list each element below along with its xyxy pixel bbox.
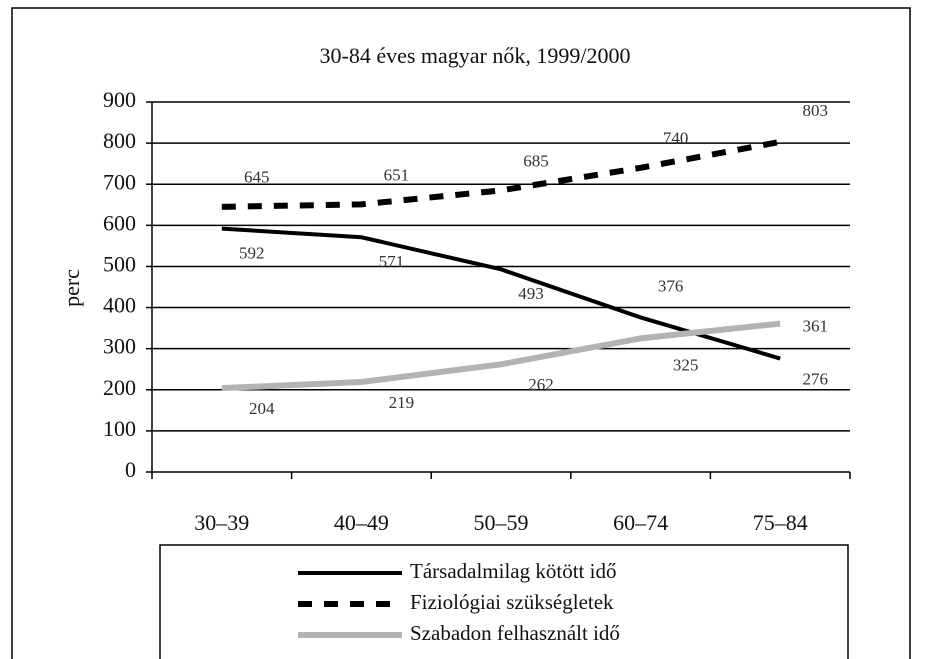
y-tick-label: 500	[103, 251, 136, 276]
x-tick-label: 75–84	[753, 510, 808, 535]
y-tick-label: 700	[103, 169, 136, 194]
x-tick-label: 30–39	[194, 510, 249, 535]
data-label: 376	[658, 276, 684, 295]
data-label: 571	[379, 252, 405, 271]
x-tick-label: 40–49	[334, 510, 389, 535]
y-tick-label: 900	[103, 87, 136, 112]
legend-box	[159, 544, 849, 659]
data-label: 645	[244, 168, 270, 187]
legend-label: Társadalmilag kötött idő	[410, 559, 616, 583]
data-label: 685	[523, 151, 549, 170]
data-label: 325	[673, 355, 699, 374]
legend-label: Fiziológiai szükségletek	[410, 590, 614, 614]
frame	[11, 7, 911, 659]
data-label: 493	[518, 284, 544, 303]
y-tick-label: 100	[103, 416, 136, 441]
data-label: 803	[802, 101, 828, 120]
y-tick-label: 600	[103, 210, 136, 235]
y-tick-label: 400	[103, 293, 136, 318]
data-label: 361	[802, 316, 828, 335]
data-label: 219	[389, 393, 415, 412]
x-tick-label: 60–74	[613, 510, 668, 535]
data-label: 740	[663, 129, 689, 148]
data-label: 276	[802, 369, 828, 388]
y-tick-label: 0	[125, 457, 136, 482]
y-tick-label: 800	[103, 128, 136, 153]
legend-label: Szabadon felhasznált idő	[410, 621, 620, 645]
y-axis-label: perc	[59, 269, 84, 307]
y-tick-label: 200	[103, 375, 136, 400]
data-label: 204	[249, 399, 275, 418]
data-label: 592	[239, 244, 265, 263]
data-label: 262	[528, 375, 554, 394]
line	[221, 320, 781, 392]
x-tick-label: 50–59	[474, 510, 529, 535]
line	[221, 226, 781, 361]
line	[221, 138, 781, 210]
data-label: 651	[384, 165, 410, 184]
chart-title: 30-84 éves magyar nők, 1999/2000	[320, 43, 631, 68]
y-tick-label: 300	[103, 334, 136, 359]
